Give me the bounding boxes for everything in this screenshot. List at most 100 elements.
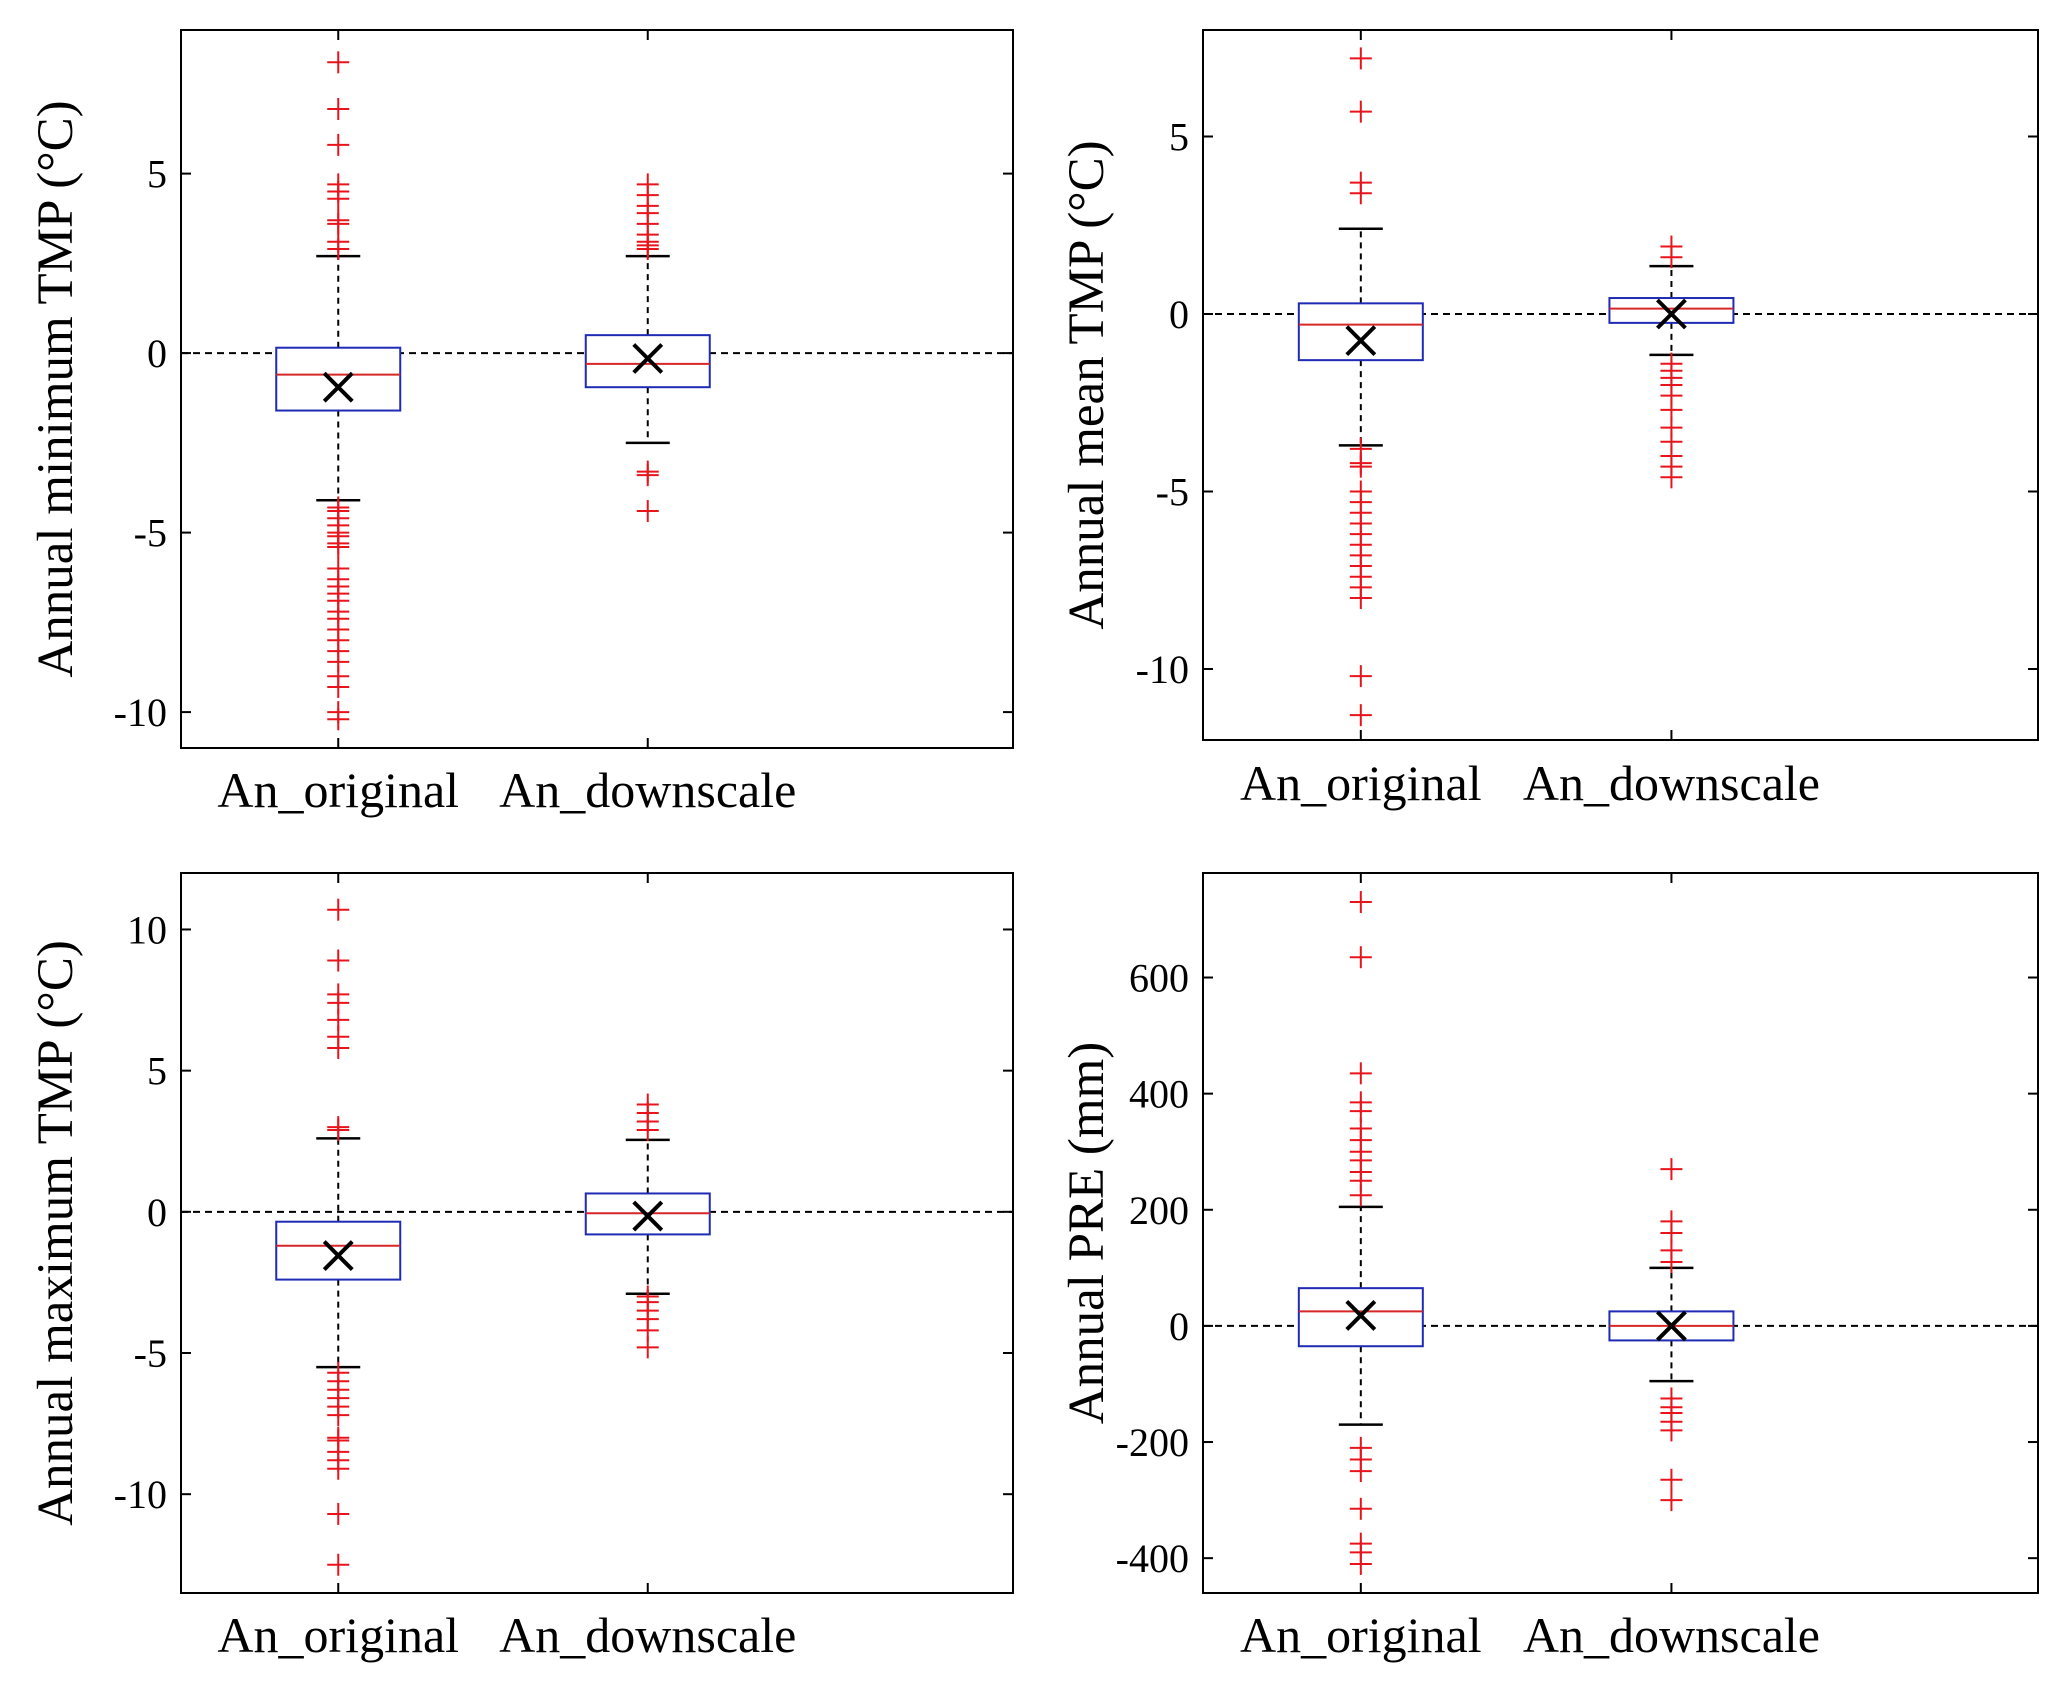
y-tick-label: 0 xyxy=(147,1190,167,1235)
x-category-label: An_downscale xyxy=(499,1607,796,1663)
outlier-marker xyxy=(327,898,350,921)
outlier-marker xyxy=(327,1553,350,1576)
y-tick-label: 0 xyxy=(147,331,167,376)
y-tick-label: -200 xyxy=(1116,1420,1189,1465)
outlier-marker xyxy=(327,675,350,698)
y-tick-label: -10 xyxy=(1136,647,1189,692)
mean-x-stroke xyxy=(1656,1310,1687,1342)
outlier-marker xyxy=(327,187,350,210)
outlier-marker xyxy=(1349,665,1372,688)
y-tick-label: -5 xyxy=(1156,470,1189,515)
y-axis-label: Annual maximum TMP (°C) xyxy=(28,940,84,1526)
plot-frame xyxy=(1202,29,2039,741)
outlier-marker xyxy=(1660,1251,1683,1274)
x-category-label: An_original xyxy=(217,762,459,818)
y-tick-label: 5 xyxy=(147,152,167,197)
y-tick-label: 5 xyxy=(1169,115,1189,160)
mean-x-stroke xyxy=(1345,325,1377,357)
x-category-label: An_original xyxy=(217,1607,459,1663)
y-axis-label: Annual PRE (mm) xyxy=(1059,1042,1115,1424)
y-tick-label: -10 xyxy=(114,1472,167,1517)
outlier-marker xyxy=(636,464,659,487)
iqr-box xyxy=(1297,302,1424,362)
plot-frame xyxy=(180,29,1014,749)
outlier-marker xyxy=(1660,1468,1683,1491)
y-tick-label: 200 xyxy=(1129,1188,1189,1233)
panel-annual-pre: -400 -200 0 200 400 600 An_original An_downscal… xyxy=(1059,872,2039,1663)
mean-marker xyxy=(322,1240,354,1272)
iqr-box xyxy=(275,346,402,412)
y-tick-label: 0 xyxy=(1169,292,1189,337)
outlier-marker xyxy=(1660,1419,1683,1442)
outlier-marker xyxy=(327,133,350,156)
outlier-marker xyxy=(1349,1460,1372,1483)
outlier-marker xyxy=(1349,47,1372,70)
panel-annual-mean-tmp: -10 -5 0 5 An_original An_downscale Annual mea… xyxy=(1059,29,2039,811)
outlier-marker xyxy=(1660,246,1683,269)
outlier-marker xyxy=(1660,1489,1683,1512)
mean-x-stroke xyxy=(632,1200,664,1232)
outlier-marker xyxy=(327,1502,350,1525)
y-axis-label: Annual mean TMP (°C) xyxy=(1059,140,1115,629)
y-tick-label: 5 xyxy=(147,1049,167,1094)
mean-marker xyxy=(632,343,664,374)
outlier-marker xyxy=(327,237,350,260)
iqr-box xyxy=(275,1220,402,1281)
mean-x-stroke xyxy=(322,1240,354,1272)
outlier-marker xyxy=(1349,704,1372,727)
panel-annual-minimum-tmp: -10 -5 0 5 An_original An_downscale Annual min… xyxy=(28,29,1014,818)
outlier-marker xyxy=(327,97,350,120)
outlier-marker xyxy=(1349,182,1372,205)
outlier-marker xyxy=(1349,100,1372,123)
outlier-marker xyxy=(636,1118,659,1141)
outlier-marker xyxy=(327,1118,350,1141)
outlier-marker xyxy=(1660,1158,1683,1181)
x-category-label: An_original xyxy=(1240,1607,1482,1663)
y-tick-label: -400 xyxy=(1116,1536,1189,1581)
outlier-marker xyxy=(327,949,350,972)
mean-marker xyxy=(632,1200,664,1232)
y-tick-label: 0 xyxy=(1169,1304,1189,1349)
outlier-marker xyxy=(327,535,350,558)
outlier-marker xyxy=(1349,891,1372,914)
mean-x-stroke xyxy=(632,343,664,374)
outlier-marker xyxy=(327,1404,350,1427)
mean-x-stroke xyxy=(1345,1300,1377,1331)
y-tick-label: 600 xyxy=(1129,956,1189,1001)
outlier-marker xyxy=(1349,1062,1372,1085)
outlier-marker xyxy=(1349,1497,1372,1520)
outlier-marker xyxy=(1660,466,1683,489)
y-tick-label: 400 xyxy=(1129,1072,1189,1117)
outlier-marker xyxy=(327,708,350,731)
outlier-marker xyxy=(1349,455,1372,478)
mean-x-stroke xyxy=(322,371,354,403)
x-category-label: An_downscale xyxy=(499,762,796,818)
y-tick-label: -5 xyxy=(134,511,167,556)
mean-marker xyxy=(1656,298,1687,330)
outlier-marker xyxy=(1349,946,1372,969)
outlier-marker xyxy=(636,237,659,260)
y-axis-label: Annual minimum TMP (°C) xyxy=(28,100,84,677)
mean-marker xyxy=(1345,325,1377,357)
mean-marker xyxy=(322,371,354,403)
outlier-marker xyxy=(1349,1184,1372,1207)
outlier-marker xyxy=(327,1037,350,1060)
mean-x-stroke xyxy=(1656,298,1687,330)
plot-frame xyxy=(180,872,1014,1594)
iqr-box xyxy=(1608,297,1735,324)
mean-marker xyxy=(1345,1300,1377,1331)
x-category-label: An_downscale xyxy=(1523,755,1820,811)
outlier-marker xyxy=(327,51,350,74)
outlier-marker xyxy=(1349,1552,1372,1575)
mean-marker xyxy=(1656,1310,1687,1342)
plot-frame xyxy=(1202,872,2039,1594)
y-tick-label: -5 xyxy=(134,1331,167,1376)
x-category-label: An_original xyxy=(1240,755,1482,811)
y-tick-label: -10 xyxy=(114,690,167,735)
panel-annual-maximum-tmp: -10 -5 0 5 10 An_original An_downscale Annual m… xyxy=(28,872,1014,1663)
outlier-marker xyxy=(1349,587,1372,609)
y-tick-label: 10 xyxy=(127,907,167,952)
x-category-label: An_downscale xyxy=(1523,1607,1820,1663)
outlier-marker xyxy=(327,1457,350,1480)
